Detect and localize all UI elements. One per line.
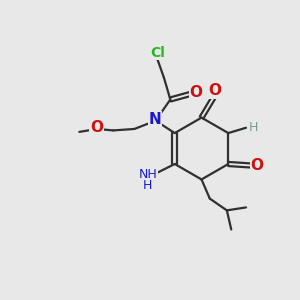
Text: N: N [149,112,161,127]
Text: H: H [249,121,258,134]
Text: O: O [208,83,221,98]
Text: H: H [143,179,152,192]
Text: O: O [190,85,202,100]
Text: O: O [250,158,263,173]
Text: O: O [90,120,103,135]
Text: Cl: Cl [150,46,165,60]
Text: NH: NH [138,168,157,181]
